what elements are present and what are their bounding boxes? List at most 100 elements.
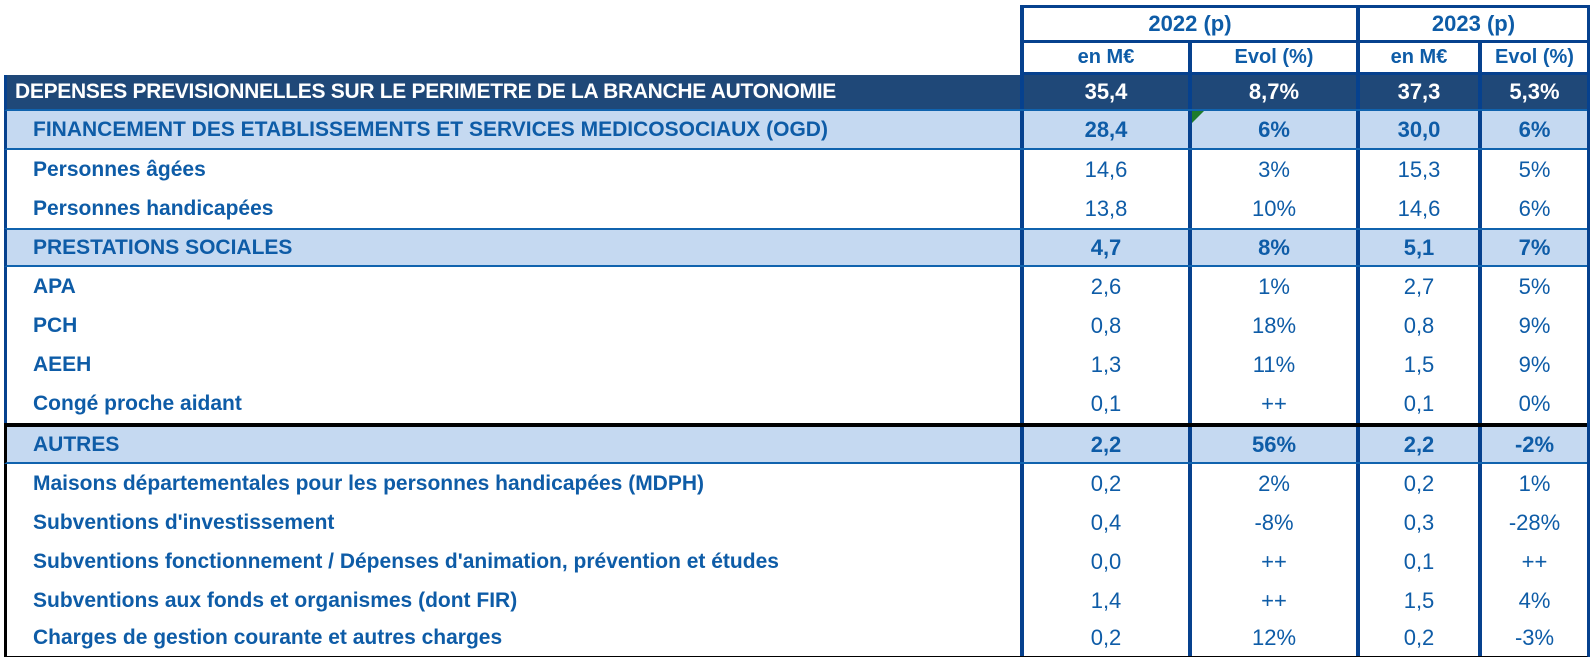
year-group-row: 2022 (p) 2023 (p) (1020, 8, 1587, 40)
data-table: DEPENSES PREVISIONNELLES SUR LE PERIMETR… (4, 75, 1590, 657)
row-label: DEPENSES PREVISIONNELLES SUR LE PERIMETR… (15, 80, 836, 103)
cell-value: 28,4 (1020, 111, 1188, 148)
cell-value: 1,3 (1020, 345, 1188, 384)
cell-value: 0,2 (1356, 620, 1478, 656)
row-label: Subventions aux fonds et organismes (don… (33, 588, 518, 612)
cell-value: 6% (1188, 111, 1356, 148)
subheader-evolution-2022: Evol (%) (1188, 43, 1356, 72)
table-row: DEPENSES PREVISIONNELLES SUR LE PERIMETR… (4, 75, 1587, 111)
cell-value: 2,6 (1020, 267, 1188, 306)
cell-value: 7% (1478, 230, 1587, 265)
cell-value: 0,1 (1020, 384, 1188, 423)
table-row: PRESTATIONS SOCIALES 4,7 8% 5,1 7% (4, 228, 1587, 267)
row-label: Personnes âgées (33, 157, 206, 181)
cell-value: 9% (1478, 345, 1587, 384)
comment-indicator-icon (1192, 111, 1204, 123)
cell-value: 10% (1188, 189, 1356, 228)
subheader-evolution-2023: Evol (%) (1478, 43, 1587, 72)
cell-value: ++ (1188, 542, 1356, 581)
cell-value: 18% (1188, 306, 1356, 345)
cell-value: 2,2 (1020, 427, 1188, 462)
cell-value: 3% (1188, 150, 1356, 189)
cell-value: 0,2 (1356, 464, 1478, 503)
row-label: FINANCEMENT DES ETABLISSEMENTS ET SERVIC… (33, 117, 828, 141)
cell-value: 12% (1188, 620, 1356, 656)
cell-value: 2,2 (1356, 427, 1478, 462)
table-row: AEEH 1,3 11% 1,5 9% (4, 345, 1587, 384)
cell-value: 5,3% (1478, 75, 1587, 109)
row-label: PCH (33, 313, 78, 337)
cell-value: 6% (1478, 111, 1587, 148)
table-row: Subventions aux fonds et organismes (don… (4, 581, 1587, 620)
row-label: AEEH (33, 352, 92, 376)
row-label: Congé proche aidant (33, 391, 242, 415)
cell-value: 0,2 (1020, 620, 1188, 656)
cell-value: 0,1 (1356, 542, 1478, 581)
cell-value: 14,6 (1020, 150, 1188, 189)
cell-value: 13,8 (1020, 189, 1188, 228)
row-label: Subventions d'investissement (33, 510, 335, 534)
cell-value: 1,4 (1020, 581, 1188, 620)
cell-value: 9% (1478, 306, 1587, 345)
table-row: Maisons départementales pour les personn… (4, 464, 1587, 503)
cell-value: -2% (1478, 427, 1587, 462)
cell-value: 0,8 (1356, 306, 1478, 345)
cell-value: ++ (1478, 542, 1587, 581)
cell-value: 0,8 (1020, 306, 1188, 345)
cell-value: 4,7 (1020, 230, 1188, 265)
table-row: Subventions d'investissement 0,4 -8% 0,3 -28… (4, 503, 1587, 542)
table-row: Personnes handicapées 13,8 10% 14,6 6% (4, 189, 1587, 228)
cell-value: 5% (1478, 267, 1587, 306)
cell-value: ++ (1188, 384, 1356, 423)
table-row: PCH 0,8 18% 0,8 9% (4, 306, 1587, 345)
cell-value: 1% (1478, 464, 1587, 503)
cell-value: ++ (1188, 581, 1356, 620)
cell-value: 1% (1188, 267, 1356, 306)
subheader-row: en M€ Evol (%) en M€ Evol (%) (1020, 40, 1587, 72)
cell-value: -3% (1478, 620, 1587, 656)
cell-value: 4% (1478, 581, 1587, 620)
cell-value: 0% (1478, 384, 1587, 423)
cell-value: 11% (1188, 345, 1356, 384)
cell-value: 8,7% (1188, 75, 1356, 109)
cell-value: 1,5 (1356, 345, 1478, 384)
table-row: FINANCEMENT DES ETABLISSEMENTS ET SERVIC… (4, 111, 1587, 150)
cell-value: 0,4 (1020, 503, 1188, 542)
cell-value: 5% (1478, 150, 1587, 189)
cell-value: 5,1 (1356, 230, 1478, 265)
row-label: Personnes handicapées (33, 196, 274, 220)
table-row: APA 2,6 1% 2,7 5% (4, 267, 1587, 306)
cell-value: 6% (1478, 189, 1587, 228)
cell-value: 0,3 (1356, 503, 1478, 542)
cell-value: 0,1 (1356, 384, 1478, 423)
row-label: Maisons départementales pour les personn… (33, 471, 705, 495)
cell-value: 35,4 (1020, 75, 1188, 109)
cell-value: 56% (1188, 427, 1356, 462)
subheader-amount-2023: en M€ (1356, 43, 1478, 72)
row-label: Subventions fonctionnement / Dépenses d'… (33, 549, 779, 573)
table-row: AUTRES 2,2 56% 2,2 -2% (4, 423, 1587, 464)
row-label: APA (33, 274, 76, 298)
table-row: Charges de gestion courante et autres ch… (4, 620, 1587, 656)
cell-value: 2% (1188, 464, 1356, 503)
cell-value: 14,6 (1356, 189, 1478, 228)
cell-value: 30,0 (1356, 111, 1478, 148)
row-label: PRESTATIONS SOCIALES (33, 235, 293, 259)
year-group-2022: 2022 (p) (1020, 8, 1356, 40)
table-row: Personnes âgées 14,6 3% 15,3 5% (4, 150, 1587, 189)
cell-value: 1,5 (1356, 581, 1478, 620)
table-row: Congé proche aidant 0,1 ++ 0,1 0% (4, 384, 1587, 423)
row-label: AUTRES (33, 432, 120, 456)
cell-value: 15,3 (1356, 150, 1478, 189)
subheader-amount-2022: en M€ (1020, 43, 1188, 72)
cell-value: 2,7 (1356, 267, 1478, 306)
cell-value: 0,2 (1020, 464, 1188, 503)
row-label: Charges de gestion courante et autres ch… (33, 626, 503, 649)
cell-value: 8% (1188, 230, 1356, 265)
year-header: 2022 (p) 2023 (p) en M€ Evol (%) en M€ E… (1020, 5, 1590, 75)
cell-value: 0,0 (1020, 542, 1188, 581)
cell-value: 37,3 (1356, 75, 1478, 109)
cell-value: -28% (1478, 503, 1587, 542)
table-row: Subventions fonctionnement / Dépenses d'… (4, 542, 1587, 581)
